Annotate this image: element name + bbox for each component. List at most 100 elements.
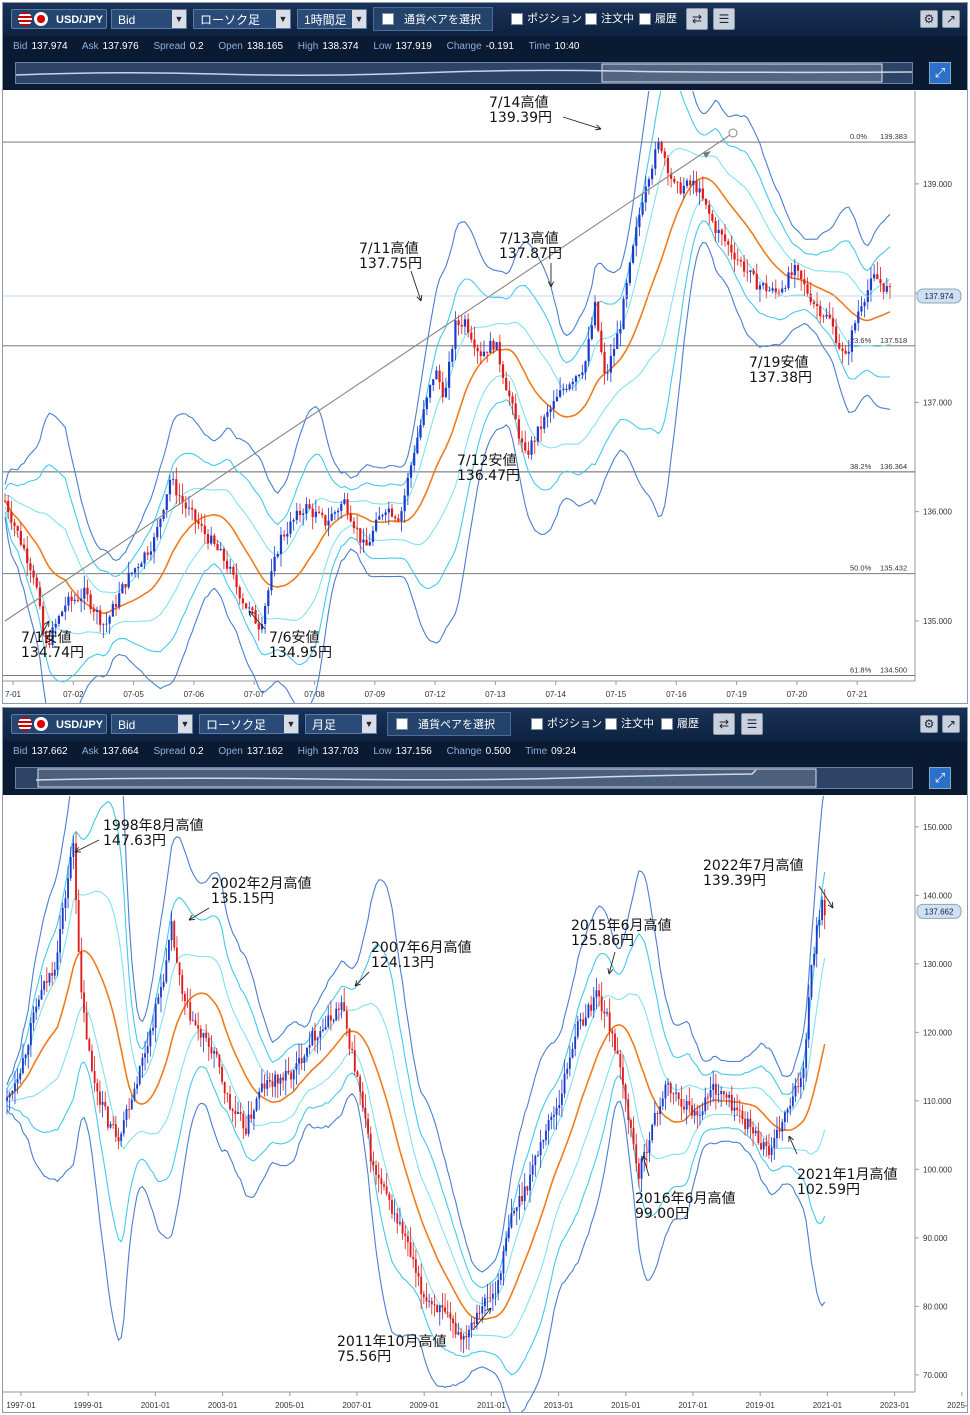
open-quote: Open 138.165 (218, 41, 289, 52)
select-pair-button[interactable]: 通貨ペアを選択 (373, 7, 493, 31)
chart-tool-icon[interactable]: ⇄ (713, 713, 735, 735)
timeframe-select[interactable]: 月足 ▼ (305, 714, 377, 734)
symbol-button[interactable]: USD/JPY (11, 714, 107, 734)
candle-body (381, 515, 384, 517)
candle-body (534, 1155, 537, 1166)
candle-body (327, 1015, 330, 1027)
candle-body (733, 1107, 736, 1111)
candle-body (689, 180, 692, 186)
candle-body (685, 1101, 688, 1110)
candle-body (659, 1106, 662, 1115)
candle-body (197, 1025, 200, 1029)
candle-body (172, 479, 175, 481)
chart-list-icon[interactable]: ☰ (713, 8, 735, 30)
candle-body (508, 390, 511, 397)
candle-body (470, 1322, 473, 1330)
candle-body (470, 332, 473, 340)
expand-icon[interactable]: ⤢ (929, 62, 951, 84)
candle-body (252, 1110, 255, 1119)
candle-body (335, 1008, 338, 1021)
candle-body (73, 599, 76, 601)
candle-body (271, 1081, 274, 1087)
price-type-select[interactable]: Bid ▼ (111, 714, 193, 734)
candle-body (680, 1098, 683, 1107)
candle-body (260, 1083, 263, 1092)
candle-body (828, 314, 831, 319)
candle-body (438, 370, 441, 383)
annotation-date: 2022年7月高値 (703, 857, 804, 874)
history-toggle[interactable]: 履歴 (631, 9, 681, 29)
navigator-window[interactable] (37, 768, 817, 788)
history-toggle[interactable]: 履歴 (653, 714, 703, 734)
candle-body (298, 510, 302, 515)
candle-body (324, 515, 327, 526)
candle-body (67, 596, 70, 606)
candle-body (154, 1003, 157, 1028)
chart-type-select[interactable]: ローソク足 ▼ (199, 714, 299, 734)
candle-body (109, 1123, 112, 1128)
popout-icon[interactable]: ↗ (942, 10, 960, 28)
candle-body (609, 355, 612, 373)
position-toggle[interactable]: ポジション (523, 714, 603, 734)
trend-line (4, 132, 734, 622)
symbol-button[interactable]: USD/JPY (11, 9, 107, 29)
candle-body (340, 503, 343, 511)
annotation-date: 2007年6月高値 (371, 939, 472, 956)
arrow-head-icon (188, 914, 196, 921)
spread-quote: Spread 0.2 (153, 746, 209, 757)
orders-toggle[interactable]: 注文中 (597, 714, 657, 734)
candle-body (757, 1130, 760, 1144)
time-value: 09:24 (551, 746, 577, 757)
position-toggle[interactable]: ポジション (503, 9, 583, 29)
monthly-chart[interactable]: 150.000 140.000 130.000 120.000 110.000 100.0… (3, 796, 967, 1412)
candle-body (239, 1112, 242, 1114)
candle-body (857, 311, 860, 324)
bid-quote: Bid 137.974 (13, 41, 74, 52)
price-type-select[interactable]: Bid ▼ (111, 9, 187, 29)
current-price-value: 137.974 (925, 292, 954, 301)
chart-type-select[interactable]: ローソク足 ▼ (193, 9, 291, 29)
chart-tool-icon[interactable]: ⇄ (686, 8, 708, 30)
expand-icon[interactable]: ⤢ (929, 767, 951, 789)
popout-icon[interactable]: ↗ (942, 715, 960, 733)
timeframe-select[interactable]: 1時間足 ▼ (297, 9, 367, 29)
candle-body (465, 1335, 468, 1338)
navigator-window[interactable] (601, 63, 883, 83)
y-tick-label: 80.000 (923, 1302, 948, 1311)
candle-body (521, 1196, 523, 1202)
candle-body (676, 182, 679, 183)
navigator-scrollbar[interactable] (15, 62, 913, 84)
navigator-scrollbar[interactable] (15, 767, 913, 789)
gear-icon[interactable]: ⚙ (920, 10, 938, 28)
orders-toggle[interactable]: 注文中 (577, 9, 637, 29)
y-tick-label: 140.000 (923, 891, 952, 900)
candle-body (790, 272, 793, 276)
candle-body (290, 1072, 293, 1080)
candle-body (547, 1119, 550, 1131)
candle-body (457, 320, 460, 326)
candle-body (637, 1163, 640, 1179)
candle-body (631, 245, 635, 263)
high-value: 137.703 (322, 746, 359, 757)
candle-body (332, 1020, 335, 1021)
bid-key: Bid (13, 746, 28, 757)
candle-body (468, 1329, 470, 1338)
candle-body (267, 590, 270, 607)
chart-list-icon[interactable]: ☰ (741, 713, 763, 735)
candle-body (717, 1094, 720, 1095)
candle-body (96, 1083, 99, 1092)
open-value: 137.162 (246, 746, 284, 757)
candle-body (517, 419, 520, 439)
bollinger-upper-line (6, 890, 826, 1305)
annotation-price: 136.47円 (457, 468, 520, 484)
gear-icon[interactable]: ⚙ (920, 715, 938, 733)
candle-body (8, 1093, 11, 1098)
time-value: 10:40 (554, 41, 580, 52)
candle-body (364, 1107, 367, 1119)
candle-body (786, 1109, 789, 1113)
hourly-chart[interactable]: 139.000138.000137.000136.000135.0007-010… (3, 91, 967, 703)
candle-body (279, 1077, 282, 1084)
candle-body (29, 563, 32, 571)
select-pair-button[interactable]: 通貨ペアを選択 (387, 712, 511, 736)
fib-level-value: 137.518 (880, 336, 907, 345)
